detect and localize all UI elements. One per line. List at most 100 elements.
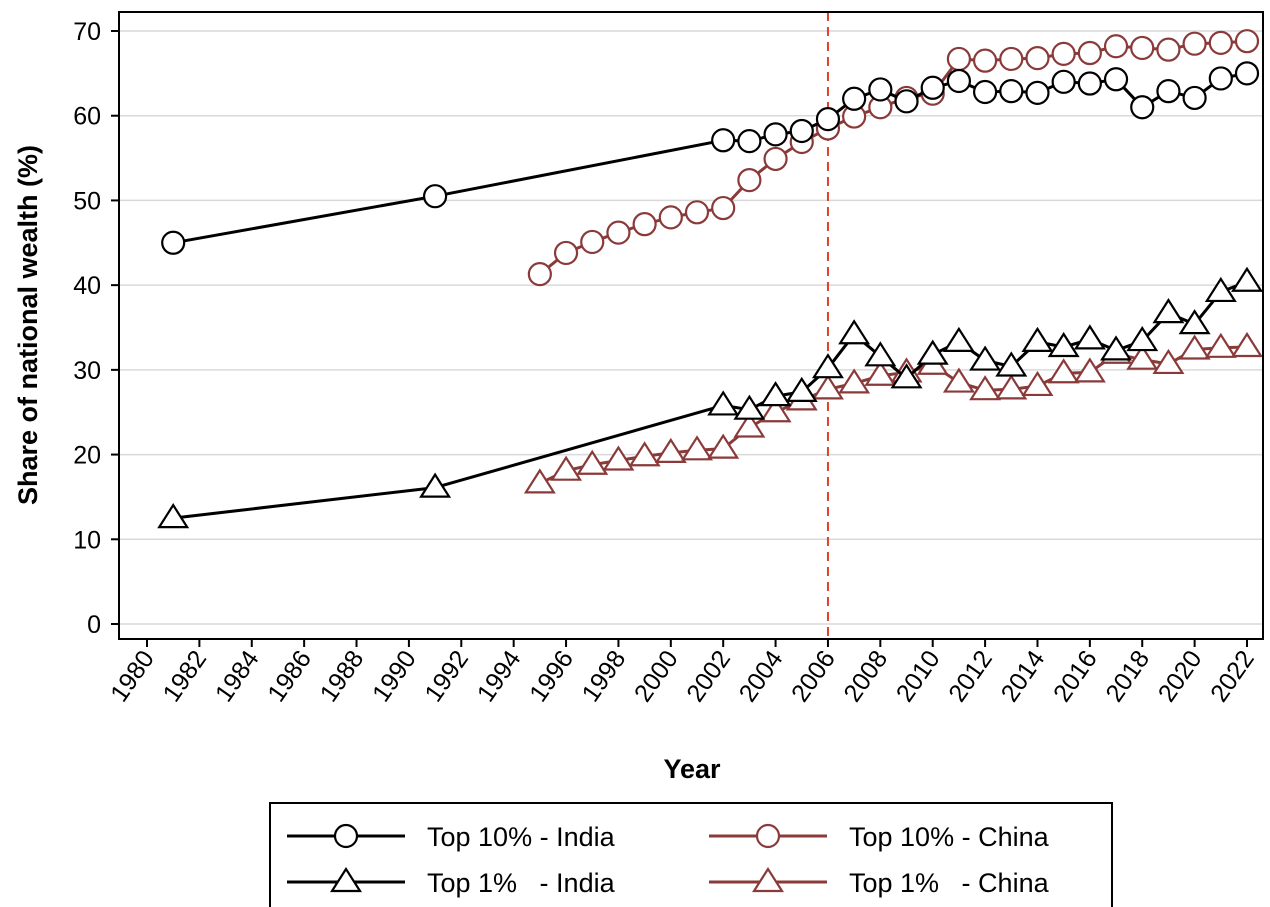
data-point xyxy=(1051,69,1076,94)
data-point xyxy=(789,118,814,144)
x-tick-label: 2012 xyxy=(943,645,998,707)
data-point xyxy=(842,86,867,111)
data-point xyxy=(606,220,631,245)
data-point xyxy=(969,345,1002,371)
data-point xyxy=(654,437,687,463)
data-point xyxy=(419,472,452,498)
x-tick-label: 1982 xyxy=(157,645,212,707)
data-point xyxy=(868,77,893,102)
data-point xyxy=(1073,324,1106,350)
data-point xyxy=(1234,61,1260,86)
series-line xyxy=(173,280,1248,520)
data-point xyxy=(946,68,972,94)
data-point xyxy=(1077,40,1102,66)
data-point xyxy=(1152,348,1185,375)
data-point xyxy=(658,205,683,230)
data-point xyxy=(737,129,762,154)
data-point xyxy=(580,229,605,255)
series-top-10pct-india xyxy=(161,61,1260,255)
data-point xyxy=(711,195,736,221)
data-point xyxy=(946,46,972,72)
x-tick-label: 1984 xyxy=(210,645,265,707)
x-tick-label: 2014 xyxy=(996,645,1051,707)
legend-label: Top 10% - India xyxy=(427,822,616,852)
series-line xyxy=(538,39,1248,276)
data-point xyxy=(763,122,788,147)
data-point xyxy=(1156,79,1181,104)
x-tick-label: 2018 xyxy=(1100,645,1155,707)
x-tick-label: 2016 xyxy=(1048,645,1103,707)
legend-marker xyxy=(751,866,785,893)
x-tick-label: 2020 xyxy=(1153,645,1208,707)
data-point xyxy=(707,433,740,459)
data-point xyxy=(523,468,556,494)
data-point xyxy=(1073,357,1106,383)
legend-label: Top 1% - China xyxy=(849,868,1050,898)
legend-item-top-1pct-china: Top 1% - China xyxy=(709,866,1050,898)
data-point xyxy=(1100,335,1133,361)
legend-marker xyxy=(755,823,781,849)
data-point xyxy=(1178,309,1211,335)
y-axis: 0 10 20 30 40 50 60 70 xyxy=(73,18,119,639)
data-point xyxy=(759,381,792,407)
x-tick-label: 2000 xyxy=(629,645,684,707)
data-point xyxy=(811,374,844,400)
data-point xyxy=(942,367,975,393)
y-tick-label: 40 xyxy=(73,272,101,300)
data-point xyxy=(1182,85,1207,111)
data-point xyxy=(995,351,1028,377)
data-point xyxy=(995,374,1028,400)
data-point xyxy=(1103,67,1129,92)
data-point xyxy=(1047,358,1080,384)
x-tick-label: 2004 xyxy=(734,645,789,707)
legend-label: Top 10% - China xyxy=(849,822,1050,852)
x-tick-label: 2022 xyxy=(1205,645,1260,707)
data-point xyxy=(1178,334,1211,360)
data-point xyxy=(576,449,609,475)
data-point xyxy=(550,455,583,481)
data-point xyxy=(1204,276,1237,303)
x-tick-label: 1998 xyxy=(577,645,632,707)
data-point xyxy=(733,412,766,438)
data-point xyxy=(920,75,945,100)
y-tick-label: 30 xyxy=(73,357,101,385)
data-point xyxy=(1021,370,1054,397)
legend-item-top-1pct-india: Top 1% - India xyxy=(287,866,616,898)
data-point xyxy=(785,376,818,402)
legend-item-top-10pct-china: Top 10% - China xyxy=(709,822,1050,852)
x-axis-title: Year xyxy=(663,754,721,784)
data-point xyxy=(1126,326,1159,352)
y-tick-label: 50 xyxy=(73,187,101,215)
y-axis-title: Share of national wealth (%) xyxy=(13,145,43,505)
x-tick-label: 2006 xyxy=(786,645,841,707)
data-point xyxy=(602,445,635,471)
data-point xyxy=(1021,326,1054,353)
data-point xyxy=(1156,37,1181,62)
data-point xyxy=(1051,41,1076,66)
data-point xyxy=(890,363,923,389)
data-point xyxy=(1230,331,1264,358)
data-point xyxy=(811,353,844,379)
series-top-10pct-china xyxy=(527,29,1260,287)
data-point xyxy=(527,262,552,287)
y-tick-label: 70 xyxy=(73,18,101,46)
data-point xyxy=(916,339,949,365)
data-point xyxy=(1182,31,1207,56)
data-point xyxy=(838,319,871,345)
data-point xyxy=(1130,35,1155,61)
data-point xyxy=(737,167,762,193)
data-point xyxy=(161,230,186,255)
data-point xyxy=(969,375,1002,401)
series-top-1pct-india xyxy=(157,266,1264,529)
x-tick-label: 1986 xyxy=(262,645,317,707)
x-tick-label: 1980 xyxy=(105,645,160,707)
data-point xyxy=(759,397,792,423)
data-point xyxy=(1204,332,1237,358)
data-point xyxy=(864,360,897,386)
data-point xyxy=(684,200,710,225)
data-point xyxy=(1047,331,1080,358)
data-point xyxy=(1103,34,1129,59)
data-point xyxy=(1234,29,1260,54)
data-point xyxy=(763,146,788,172)
data-point xyxy=(999,79,1024,104)
